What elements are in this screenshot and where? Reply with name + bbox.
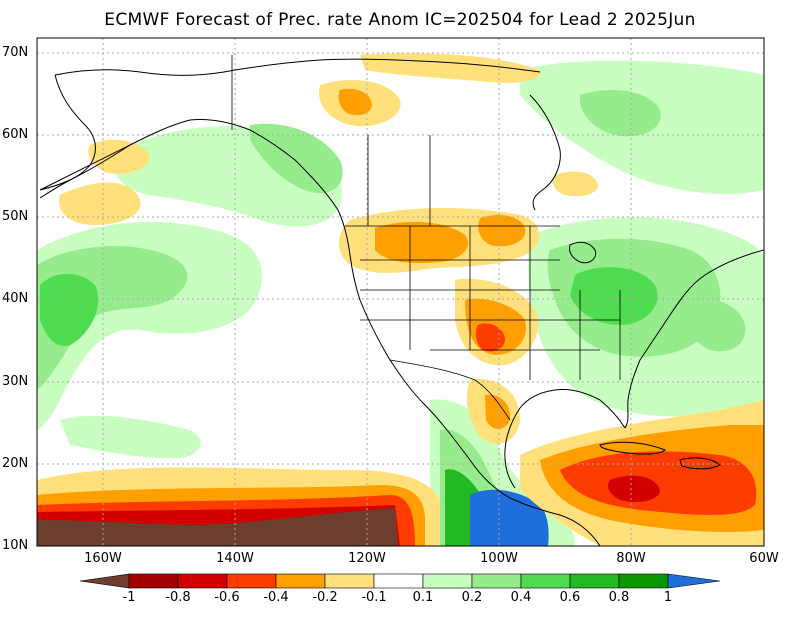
colorbar-label: 0.1 [412,590,434,605]
anomaly-fields [37,53,764,546]
dry-area-tropical-pacific-extreme [37,508,398,546]
colorbar-label: -0.8 [165,590,191,605]
dry-area-alaska [59,182,141,225]
colorbar [79,573,721,589]
lat-label-40n: 40N [2,291,29,306]
colorbar-low-triangle [79,573,130,589]
hudson-bay [529,94,561,211]
dry-area-caribbean-strong [560,451,757,515]
wet-area-arctic-mid [579,90,661,137]
dry-area-plains-east [478,215,526,247]
colorbar-bin-1 [128,573,179,589]
dry-area-arctic-top [360,53,541,83]
lon-label-160w: 160W [84,551,122,566]
colorbar-label: -1 [122,590,136,605]
alaska-north [54,58,541,76]
great-lakes [569,241,597,264]
colorbar-label: -0.1 [361,590,387,605]
colorbar-label: 0.2 [461,590,483,605]
colorbar-bin-9 [520,573,571,589]
lon-label-100w: 100W [480,551,518,566]
dry-area-oklahoma [475,323,505,352]
colorbar-bin-10 [569,573,620,589]
colorbar-label: -0.6 [214,590,240,605]
colorbar-high-triangle [667,573,721,589]
colorbar-label: 1 [663,590,673,605]
graticule [37,38,764,546]
lon-label-80w: 80W [616,551,646,566]
map-frame [36,37,765,547]
colorbar-label: 0.8 [608,590,630,605]
coastlines [39,58,764,546]
dry-area-alaska-south [88,139,150,175]
colorbar-bin-5 [324,573,375,589]
cuba [599,441,666,455]
dry-area-caribbean-deep [608,475,660,502]
dry-area-hudson [553,171,598,197]
colorbar-bin-7 [422,573,473,589]
dry-area-canada-north-mid [338,88,372,116]
lat-label-60n: 60N [2,127,29,142]
lon-label-120w: 120W [348,551,386,566]
colorbar-label: -0.2 [312,590,338,605]
dry-area-texas-mid [485,394,511,429]
wet-area-pacific-south [60,415,201,459]
lon-label-140w: 140W [216,551,254,566]
lat-label-70n: 70N [2,45,29,60]
political-borders [231,55,621,421]
gulf-coast [504,389,626,489]
dry-area-plains-mid [375,221,469,264]
lat-label-20n: 20N [2,456,29,471]
colorbar-label: -0.4 [263,590,289,605]
wet-area-pacific-strong [40,273,99,346]
colorbar-bin-4 [275,573,326,589]
wet-area-east-us-strong [570,267,658,325]
hispaniola [679,457,721,470]
colorbar-label: 0.4 [510,590,532,605]
lat-label-10n: 10N [2,538,29,553]
wet-area-bc-coast [250,123,343,194]
colorbar-bin-3 [226,573,277,589]
alaska-coast [39,119,601,546]
alaska-peninsula [39,144,131,199]
colorbar-bin-2 [177,573,228,589]
colorbar-label: 0.6 [559,590,581,605]
wet-area-atlantic [688,298,746,352]
lon-label-60w: 60W [749,551,779,566]
colorbar-bin-6 [373,573,424,589]
wet-area-east-pacific-blue [470,489,549,546]
colorbar-bin-8 [471,573,522,589]
colorbar-bin-11 [618,573,669,589]
alaska-west [39,74,96,191]
lat-label-50n: 50N [2,209,29,224]
map-title: ECMWF Forecast of Prec. rate Anom IC=202… [104,10,696,30]
east-coast [624,249,764,429]
lat-label-30n: 30N [2,374,29,389]
